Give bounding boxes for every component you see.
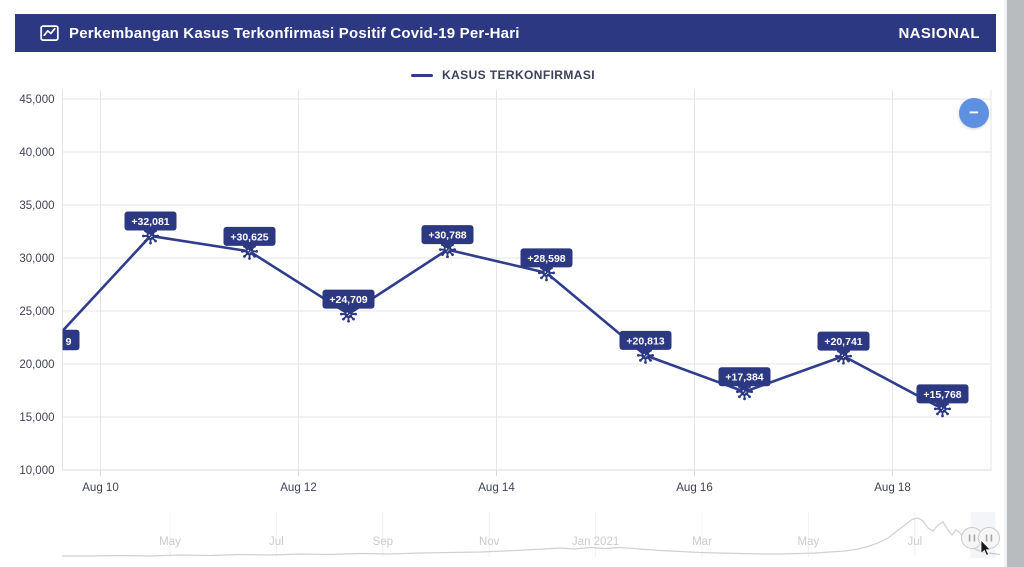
virus-marker[interactable] [933, 399, 952, 419]
series-clip-group: 9 [62, 234, 944, 411]
zoom-out-button[interactable]: − [959, 98, 989, 128]
y-axis-label: 15,000 [19, 412, 54, 424]
y-axis-label: 40,000 [19, 147, 54, 159]
minus-icon: − [969, 102, 979, 122]
virus-marker[interactable] [636, 345, 655, 365]
chart-header: Perkembangan Kasus Terkonfirmasi Positif… [15, 14, 996, 52]
legend-label: KASUS TERKONFIRMASI [442, 68, 595, 82]
navigator-sparkline [62, 517, 1001, 557]
navigator-month-label: Mar [692, 536, 712, 548]
chart-header-left: Perkembangan Kasus Terkonfirmasi Positif… [39, 23, 520, 44]
svg-text:+32,081: +32,081 [131, 216, 169, 228]
series-line [62, 234, 944, 411]
svg-text:+30,788: +30,788 [428, 230, 466, 242]
svg-text:+15,768: +15,768 [923, 389, 961, 401]
virus-marker[interactable] [537, 263, 556, 283]
range-navigator[interactable]: May Jul Sep Nov Jan 2021 Mar May Jul [62, 512, 1001, 558]
x-axis-label: Aug 18 [874, 482, 910, 494]
data-label: +15,768 [916, 384, 969, 409]
series-legend[interactable]: KASUS TERKONFIRMASI [0, 68, 1006, 82]
y-axis-label: 20,000 [19, 359, 54, 371]
virus-marker[interactable] [834, 346, 853, 366]
scrollbar-thumb[interactable] [1007, 0, 1024, 567]
virus-marker[interactable] [141, 226, 160, 246]
y-axis-label: 30,000 [19, 253, 54, 265]
navigator-month-label: Sep [373, 536, 393, 548]
x-axis-label: Aug 10 [82, 482, 118, 494]
y-axis-label: 10,000 [19, 465, 54, 477]
vertical-scrollbar[interactable] [1004, 0, 1024, 567]
svg-text:+20,813: +20,813 [626, 335, 664, 347]
virus-marker[interactable] [735, 382, 754, 402]
line-chart-icon [40, 24, 59, 41]
navigator-month-label: Nov [479, 536, 500, 548]
mouse-cursor-icon [980, 539, 992, 556]
region-badge: NASIONAL [898, 24, 980, 42]
y-axis-label: 35,000 [19, 200, 54, 212]
data-label: +20,813 [619, 330, 672, 355]
y-axis-label: 45,000 [19, 94, 54, 106]
svg-text:+24,709: +24,709 [329, 294, 367, 306]
data-label-clipped: 9 [62, 329, 80, 351]
navigator-month-label: Jul [907, 536, 922, 548]
svg-text:+30,625: +30,625 [230, 231, 268, 243]
svg-text:+17,384: +17,384 [725, 372, 763, 384]
legend-line-swatch [411, 73, 434, 77]
y-axis-label: 25,000 [19, 306, 54, 318]
virus-marker[interactable] [339, 304, 358, 324]
svg-text:+28,598: +28,598 [527, 253, 565, 265]
navigator-month-label: Jul [269, 536, 284, 548]
x-axis-label: Aug 12 [280, 482, 316, 494]
x-axis-label: Aug 16 [676, 482, 712, 494]
page-title: Perkembangan Kasus Terkonfirmasi Positif… [69, 24, 520, 42]
data-label: +32,081 [124, 211, 177, 236]
navigator-month-label: May [159, 536, 181, 548]
virus-marker[interactable] [240, 241, 259, 261]
data-label: +30,788 [421, 225, 474, 250]
navigator-month-label: Jan 2021 [572, 536, 619, 548]
data-label: +28,598 [520, 248, 573, 273]
svg-text:+20,741: +20,741 [824, 336, 862, 348]
data-label: +24,709 [322, 289, 375, 314]
data-label: +17,384 [718, 367, 771, 392]
virus-marker[interactable] [438, 240, 457, 260]
grid: 10,000 15,000 20,000 25,000 30,000 35,000 40,0… [19, 90, 992, 494]
x-axis-label: Aug 14 [478, 482, 515, 494]
data-labels: +32,081 +30,625 +24,709 +30,788 +28,598 +20,8… [124, 211, 969, 409]
svg-text:9: 9 [66, 336, 72, 348]
navigator-month-label: May [798, 536, 820, 548]
